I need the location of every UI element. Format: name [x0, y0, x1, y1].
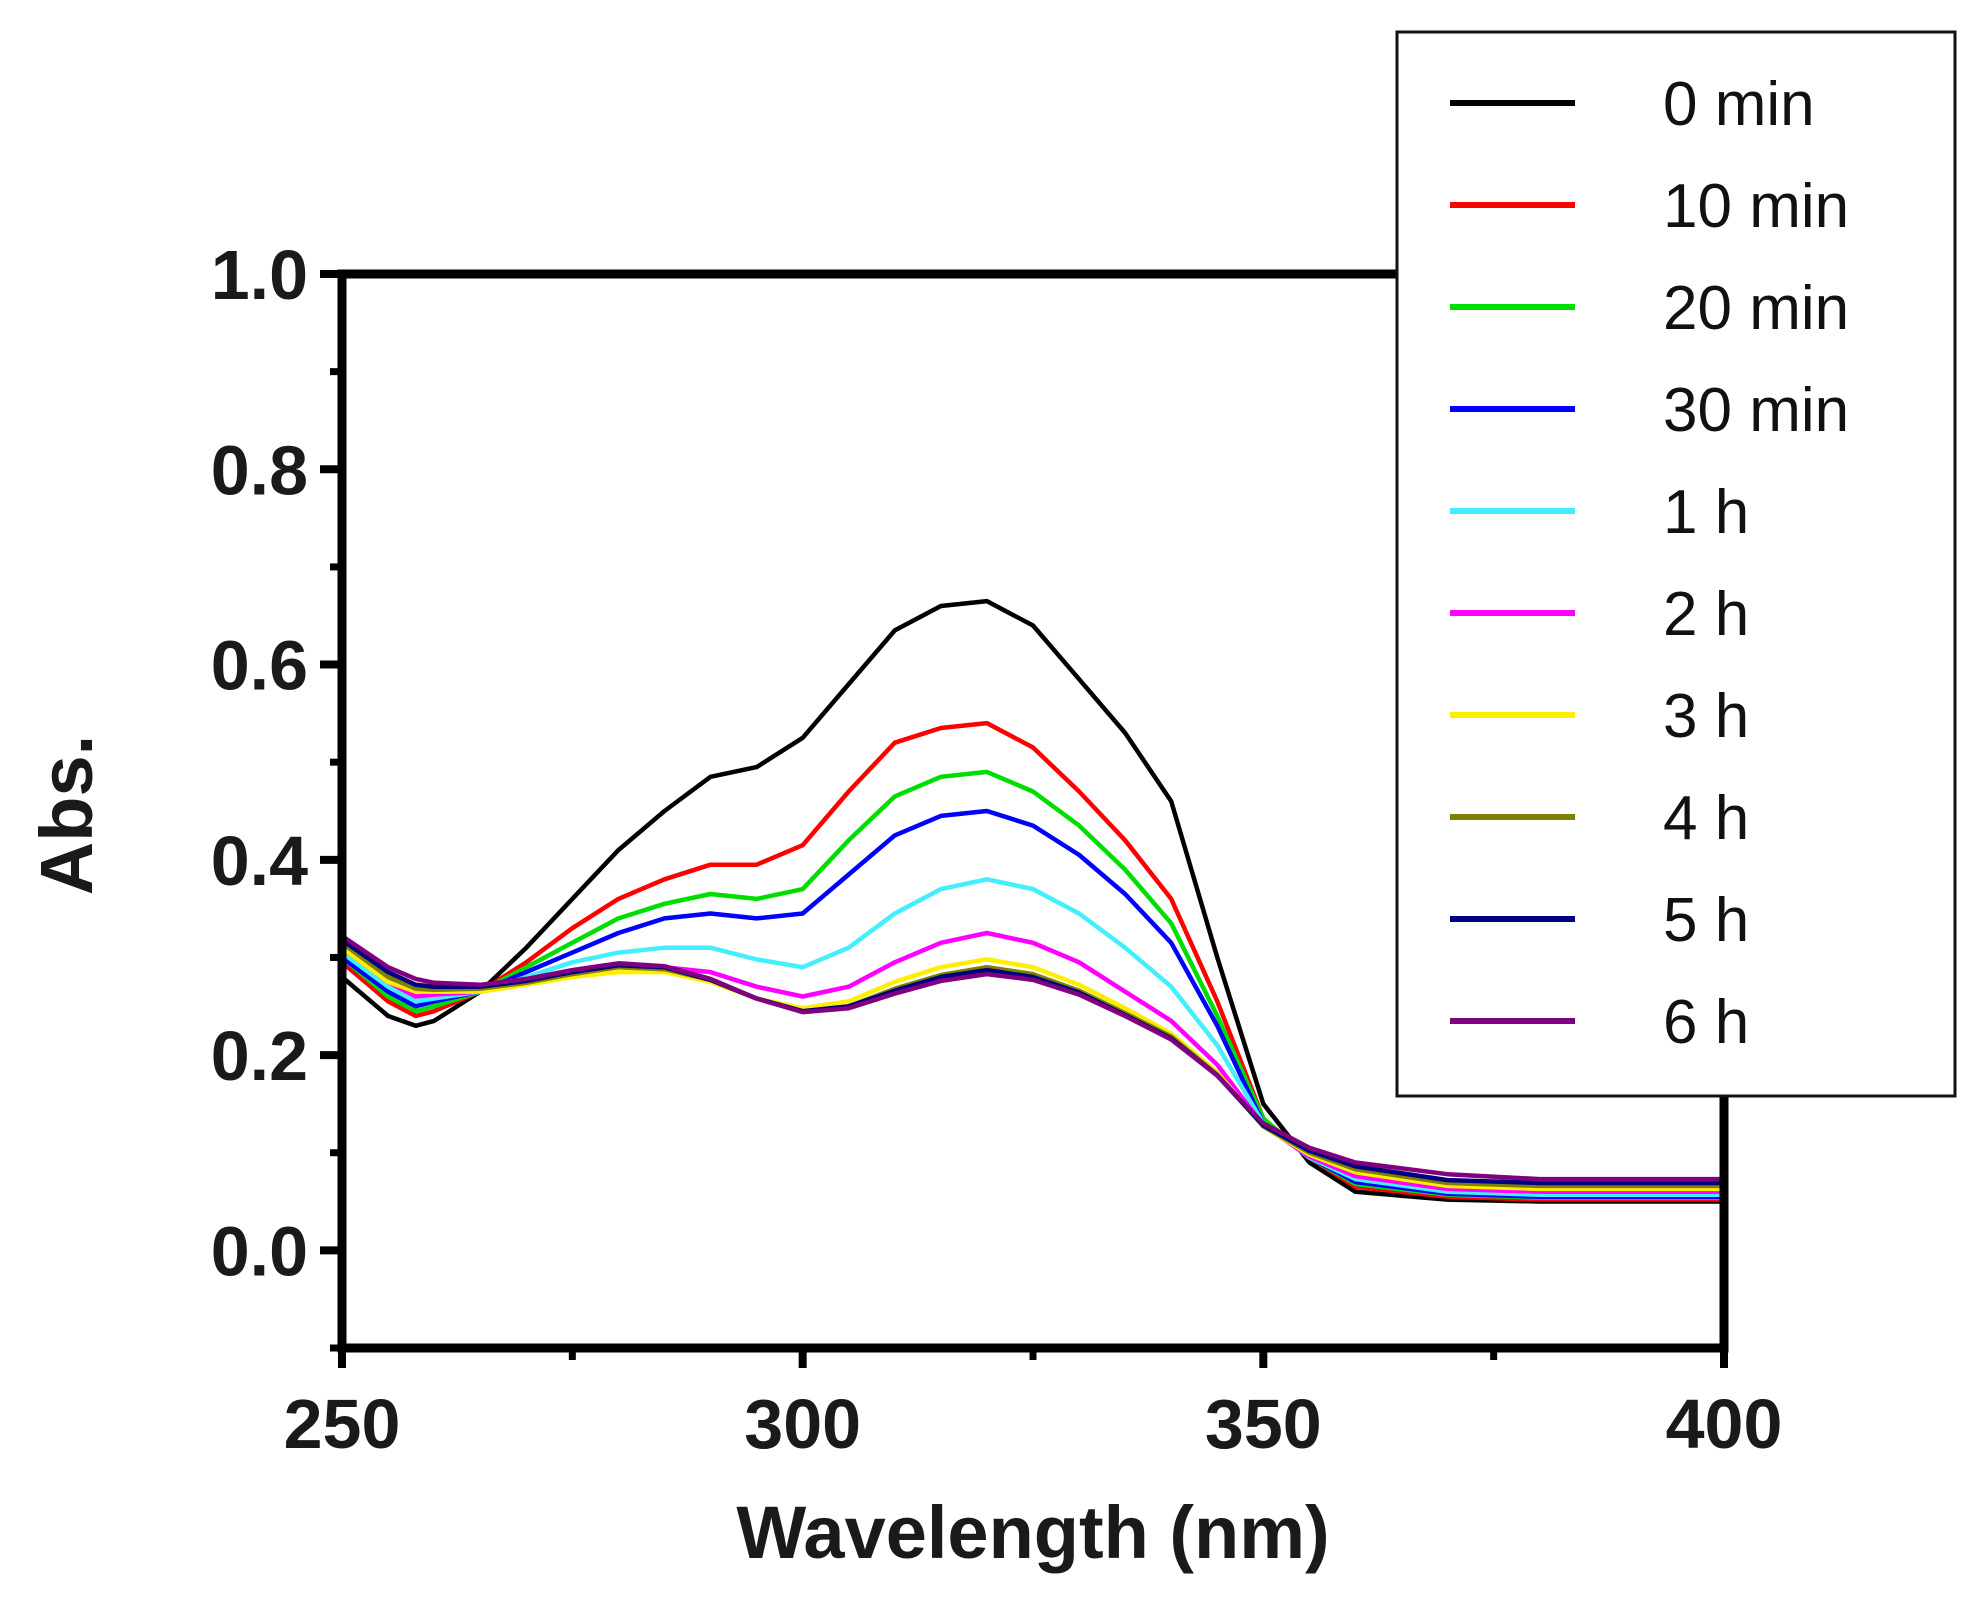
y-tick-label: 0.4	[211, 822, 308, 900]
x-tick-label: 400	[1666, 1385, 1783, 1463]
legend-label-9: 6 h	[1663, 988, 1749, 1057]
series-line-6	[339, 945, 1727, 1192]
x-tick-label: 300	[744, 1385, 861, 1463]
legend-label-3: 30 min	[1663, 376, 1849, 445]
y-axis-ticks: 0.0 0.2 0.4 0.6 0.8 1.0	[211, 236, 342, 1352]
legend-label-5: 2 h	[1663, 580, 1749, 649]
y-tick-label: 0.6	[211, 627, 308, 705]
legend-label-7: 4 h	[1663, 784, 1749, 853]
legend-label-4: 1 h	[1663, 478, 1749, 547]
x-tick-label: 250	[284, 1385, 401, 1463]
legend-label-6: 3 h	[1663, 682, 1749, 751]
series-line-0	[339, 598, 1727, 1204]
y-tick-label: 0.0	[211, 1212, 308, 1290]
series-layer	[339, 598, 1727, 1204]
y-tick-label: 0.2	[211, 1017, 308, 1095]
y-tick-label: 1.0	[211, 236, 308, 314]
series-line-9	[339, 933, 1727, 1182]
y-axis-title: Abs.	[25, 735, 108, 895]
legend: 0 min 10 min 20 min 30 min 1 h 2 h 3 h 4 h 5 h 6 …	[1395, 30, 1957, 1098]
legend-label-2: 20 min	[1663, 274, 1849, 343]
legend-label-0: 0 min	[1663, 70, 1815, 139]
x-axis-ticks: 250 300 350 400	[284, 1348, 1783, 1463]
legend-label-8: 5 h	[1663, 886, 1749, 955]
x-tick-label: 350	[1205, 1385, 1322, 1463]
y-tick-label: 0.8	[211, 431, 308, 509]
legend-label-1: 10 min	[1663, 172, 1849, 241]
x-axis-title: Wavelength (nm)	[736, 1491, 1329, 1574]
legend-items: 0 min 10 min 20 min 30 min 1 h 2 h 3 h 4 h 5 h 6 …	[1450, 70, 1849, 1057]
